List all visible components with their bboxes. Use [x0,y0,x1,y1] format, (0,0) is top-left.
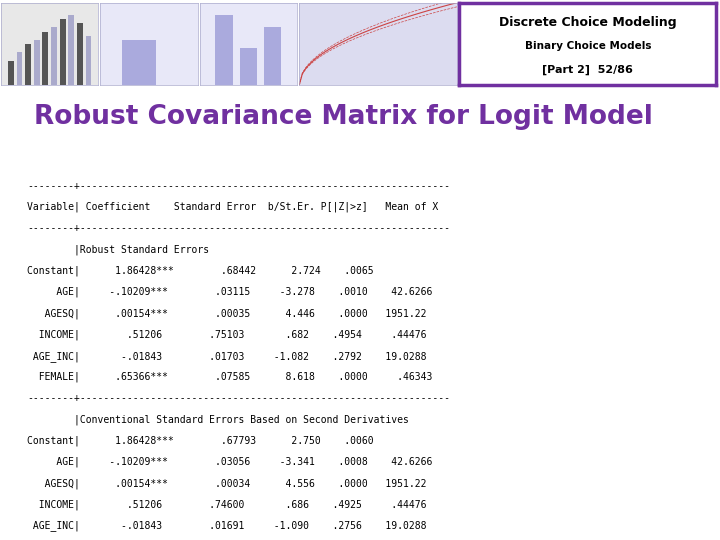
Text: [Part 2]  52/86: [Part 2] 52/86 [542,65,634,75]
Bar [77,23,83,85]
Text: Binary Choice Models: Binary Choice Models [525,42,651,51]
Text: |Robust Standard Errors: |Robust Standard Errors [27,245,210,255]
Text: FEMALE|      .65366***        .07585      8.618    .0000     .46343: FEMALE| .65366*** .07585 8.618 .0000 .46… [27,372,433,382]
Text: INCOME|        .51206        .75103       .682    .4954     .44476: INCOME| .51206 .75103 .682 .4954 .44476 [27,329,427,340]
Text: Robust Covariance Matrix for Logit Model: Robust Covariance Matrix for Logit Model [34,104,653,130]
Text: |Conventional Standard Errors Based on Second Derivatives: |Conventional Standard Errors Based on S… [27,414,409,425]
Text: --------+---------------------------------------------------------------: --------+-------------------------------… [27,181,450,191]
Bar [122,40,156,85]
Text: --------+---------------------------------------------------------------: --------+-------------------------------… [27,393,450,403]
Bar [8,60,14,85]
Bar [240,48,257,85]
Text: AGESQ|      .00154***        .00035      4.446    .0000   1951.22: AGESQ| .00154*** .00035 4.446 .0000 1951… [27,308,427,319]
Text: Discrete Choice Modeling: Discrete Choice Modeling [499,16,677,29]
Bar [60,19,66,85]
Bar [86,36,91,85]
Text: AGE_INC|       -.01843        .01703     -1.082    .2792    19.0288: AGE_INC| -.01843 .01703 -1.082 .2792 19.… [27,350,427,361]
Text: Constant|      1.86428***        .68442      2.724    .0065: Constant| 1.86428*** .68442 2.724 .0065 [27,266,374,276]
Bar [264,28,282,85]
Bar [215,15,233,85]
Bar [25,44,31,85]
Bar [34,40,40,85]
Bar [42,32,48,85]
Text: AGE|     -.10209***        .03115     -3.278    .0010    42.6266: AGE| -.10209*** .03115 -3.278 .0010 42.6… [27,287,433,298]
Bar [17,52,22,85]
Text: AGE_INC|       -.01843        .01691     -1.090    .2756    19.0288: AGE_INC| -.01843 .01691 -1.090 .2756 19.… [27,521,427,531]
Bar [51,28,57,85]
Text: INCOME|        .51206        .74600       .686    .4925     .44476: INCOME| .51206 .74600 .686 .4925 .44476 [27,500,427,510]
Text: Constant|      1.86428***        .67793      2.750    .0060: Constant| 1.86428*** .67793 2.750 .0060 [27,436,374,446]
Text: AGESQ|      .00154***        .00034      4.556    .0000   1951.22: AGESQ| .00154*** .00034 4.556 .0000 1951… [27,478,427,489]
Text: AGE|     -.10209***        .03056     -3.341    .0008    42.6266: AGE| -.10209*** .03056 -3.341 .0008 42.6… [27,457,433,467]
Text: Variable| Coefficient    Standard Error  b/St.Er. P[|Z|>z]   Mean of X: Variable| Coefficient Standard Error b/S… [27,202,438,212]
Bar [68,15,74,85]
Text: --------+---------------------------------------------------------------: --------+-------------------------------… [27,223,450,233]
